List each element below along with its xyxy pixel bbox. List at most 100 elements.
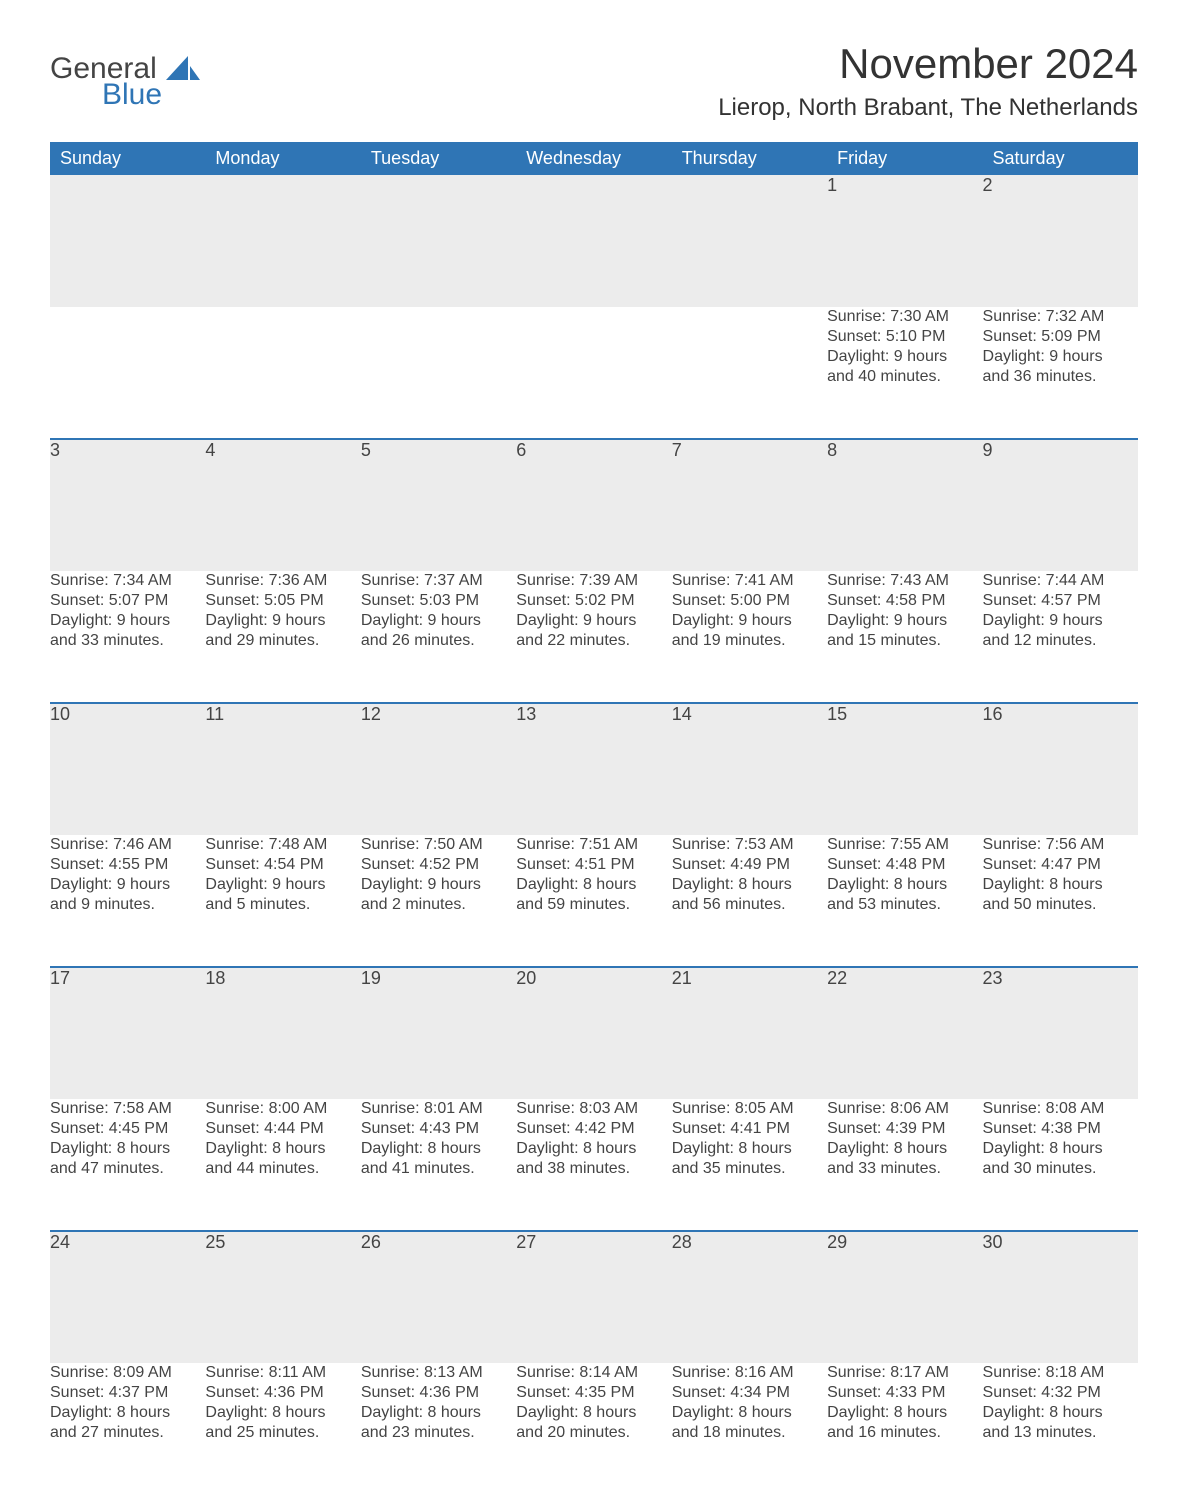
- sunset-line: Sunset: 5:07 PM: [50, 591, 205, 611]
- daylight-line-2: and 5 minutes.: [205, 895, 360, 915]
- daylight-line-2: and 50 minutes.: [983, 895, 1138, 915]
- daylight-line-2: and 13 minutes.: [983, 1423, 1138, 1443]
- daylight-line-1: Daylight: 8 hours: [672, 875, 827, 895]
- daylight-line-1: Daylight: 8 hours: [516, 1139, 671, 1159]
- sunset-line: Sunset: 4:44 PM: [205, 1119, 360, 1139]
- day-number-cell: 22: [827, 967, 982, 1099]
- daylight-line-1: Daylight: 8 hours: [983, 1139, 1138, 1159]
- sunset-line: Sunset: 5:03 PM: [361, 591, 516, 611]
- sunrise-line: Sunrise: 8:16 AM: [672, 1363, 827, 1383]
- sunrise-line: Sunrise: 8:08 AM: [983, 1099, 1138, 1119]
- day-body-cell: Sunrise: 7:37 AMSunset: 5:03 PMDaylight:…: [361, 571, 516, 703]
- sunrise-line: Sunrise: 8:06 AM: [827, 1099, 982, 1119]
- sunset-line: Sunset: 4:41 PM: [672, 1119, 827, 1139]
- sunset-line: Sunset: 4:58 PM: [827, 591, 982, 611]
- daylight-line-1: Daylight: 8 hours: [516, 875, 671, 895]
- sunrise-line: Sunrise: 7:58 AM: [50, 1099, 205, 1119]
- daylight-line-2: and 19 minutes.: [672, 631, 827, 651]
- empty-cell: [361, 307, 516, 439]
- daylight-line-2: and 36 minutes.: [983, 367, 1138, 387]
- daylight-line-1: Daylight: 9 hours: [983, 611, 1138, 631]
- day-body-cell: Sunrise: 7:48 AMSunset: 4:54 PMDaylight:…: [205, 835, 360, 967]
- day-body-cell: Sunrise: 8:16 AMSunset: 4:34 PMDaylight:…: [672, 1363, 827, 1495]
- sunrise-line: Sunrise: 8:17 AM: [827, 1363, 982, 1383]
- day-number-cell: 17: [50, 967, 205, 1099]
- daylight-line-2: and 16 minutes.: [827, 1423, 982, 1443]
- daylight-line-1: Daylight: 9 hours: [983, 347, 1138, 367]
- week-body-row: Sunrise: 7:46 AMSunset: 4:55 PMDaylight:…: [50, 835, 1138, 967]
- empty-cell: [361, 175, 516, 307]
- day-number-cell: 19: [361, 967, 516, 1099]
- day-number-cell: 2: [983, 175, 1138, 307]
- day-body-cell: Sunrise: 8:03 AMSunset: 4:42 PMDaylight:…: [516, 1099, 671, 1231]
- empty-cell: [516, 307, 671, 439]
- daylight-line-2: and 29 minutes.: [205, 631, 360, 651]
- daylight-line-2: and 26 minutes.: [361, 631, 516, 651]
- sunset-line: Sunset: 4:33 PM: [827, 1383, 982, 1403]
- sunrise-line: Sunrise: 7:56 AM: [983, 835, 1138, 855]
- sunset-line: Sunset: 4:37 PM: [50, 1383, 205, 1403]
- sunset-line: Sunset: 5:00 PM: [672, 591, 827, 611]
- sunset-line: Sunset: 5:05 PM: [205, 591, 360, 611]
- day-number-cell: 9: [983, 439, 1138, 571]
- sunrise-line: Sunrise: 7:34 AM: [50, 571, 205, 591]
- day-body-cell: Sunrise: 7:43 AMSunset: 4:58 PMDaylight:…: [827, 571, 982, 703]
- day-number-cell: 26: [361, 1231, 516, 1363]
- daylight-line-1: Daylight: 8 hours: [827, 875, 982, 895]
- daylight-line-1: Daylight: 9 hours: [205, 875, 360, 895]
- calendar-page: General Blue November 2024 Lierop, North…: [0, 0, 1188, 918]
- daylight-line-2: and 27 minutes.: [50, 1423, 205, 1443]
- sunrise-line: Sunrise: 7:50 AM: [361, 835, 516, 855]
- empty-cell: [672, 307, 827, 439]
- sunrise-line: Sunrise: 7:46 AM: [50, 835, 205, 855]
- week-body-row: Sunrise: 7:58 AMSunset: 4:45 PMDaylight:…: [50, 1099, 1138, 1231]
- daylight-line-2: and 18 minutes.: [672, 1423, 827, 1443]
- daylight-line-1: Daylight: 8 hours: [361, 1403, 516, 1423]
- daylight-line-1: Daylight: 8 hours: [827, 1139, 982, 1159]
- day-number-cell: 3: [50, 439, 205, 571]
- week-number-row: 10111213141516: [50, 703, 1138, 835]
- brand-sail-icon: [166, 54, 200, 82]
- weekday-header: Monday: [205, 142, 360, 175]
- day-number-cell: 27: [516, 1231, 671, 1363]
- weekday-header: Wednesday: [516, 142, 671, 175]
- sunset-line: Sunset: 4:36 PM: [205, 1383, 360, 1403]
- brand-logo: General Blue: [50, 40, 200, 110]
- empty-cell: [672, 175, 827, 307]
- day-number-cell: 5: [361, 439, 516, 571]
- day-body-cell: Sunrise: 7:53 AMSunset: 4:49 PMDaylight:…: [672, 835, 827, 967]
- sunset-line: Sunset: 5:10 PM: [827, 327, 982, 347]
- day-number-cell: 21: [672, 967, 827, 1099]
- sunset-line: Sunset: 4:38 PM: [983, 1119, 1138, 1139]
- sunset-line: Sunset: 4:34 PM: [672, 1383, 827, 1403]
- location-subtitle: Lierop, North Brabant, The Netherlands: [718, 94, 1138, 122]
- day-body-cell: Sunrise: 7:30 AMSunset: 5:10 PMDaylight:…: [827, 307, 982, 439]
- weekday-header: Friday: [827, 142, 982, 175]
- day-body-cell: Sunrise: 7:58 AMSunset: 4:45 PMDaylight:…: [50, 1099, 205, 1231]
- day-number-cell: 12: [361, 703, 516, 835]
- day-body-cell: Sunrise: 8:18 AMSunset: 4:32 PMDaylight:…: [983, 1363, 1138, 1495]
- empty-cell: [50, 307, 205, 439]
- daylight-line-2: and 9 minutes.: [50, 895, 205, 915]
- daylight-line-2: and 20 minutes.: [516, 1423, 671, 1443]
- day-number-cell: 6: [516, 439, 671, 571]
- day-body-cell: Sunrise: 7:51 AMSunset: 4:51 PMDaylight:…: [516, 835, 671, 967]
- day-body-cell: Sunrise: 8:09 AMSunset: 4:37 PMDaylight:…: [50, 1363, 205, 1495]
- day-body-cell: Sunrise: 7:32 AMSunset: 5:09 PMDaylight:…: [983, 307, 1138, 439]
- sunset-line: Sunset: 4:51 PM: [516, 855, 671, 875]
- day-body-cell: Sunrise: 8:17 AMSunset: 4:33 PMDaylight:…: [827, 1363, 982, 1495]
- day-body-cell: Sunrise: 8:06 AMSunset: 4:39 PMDaylight:…: [827, 1099, 982, 1231]
- sunrise-line: Sunrise: 7:48 AM: [205, 835, 360, 855]
- sunset-line: Sunset: 4:49 PM: [672, 855, 827, 875]
- daylight-line-2: and 41 minutes.: [361, 1159, 516, 1179]
- day-number-cell: 11: [205, 703, 360, 835]
- day-number-cell: 7: [672, 439, 827, 571]
- daylight-line-1: Daylight: 8 hours: [361, 1139, 516, 1159]
- month-title: November 2024: [718, 40, 1138, 88]
- daylight-line-2: and 33 minutes.: [827, 1159, 982, 1179]
- sunset-line: Sunset: 4:43 PM: [361, 1119, 516, 1139]
- daylight-line-1: Daylight: 8 hours: [983, 875, 1138, 895]
- week-body-row: Sunrise: 8:09 AMSunset: 4:37 PMDaylight:…: [50, 1363, 1138, 1495]
- daylight-line-2: and 12 minutes.: [983, 631, 1138, 651]
- day-body-cell: Sunrise: 8:13 AMSunset: 4:36 PMDaylight:…: [361, 1363, 516, 1495]
